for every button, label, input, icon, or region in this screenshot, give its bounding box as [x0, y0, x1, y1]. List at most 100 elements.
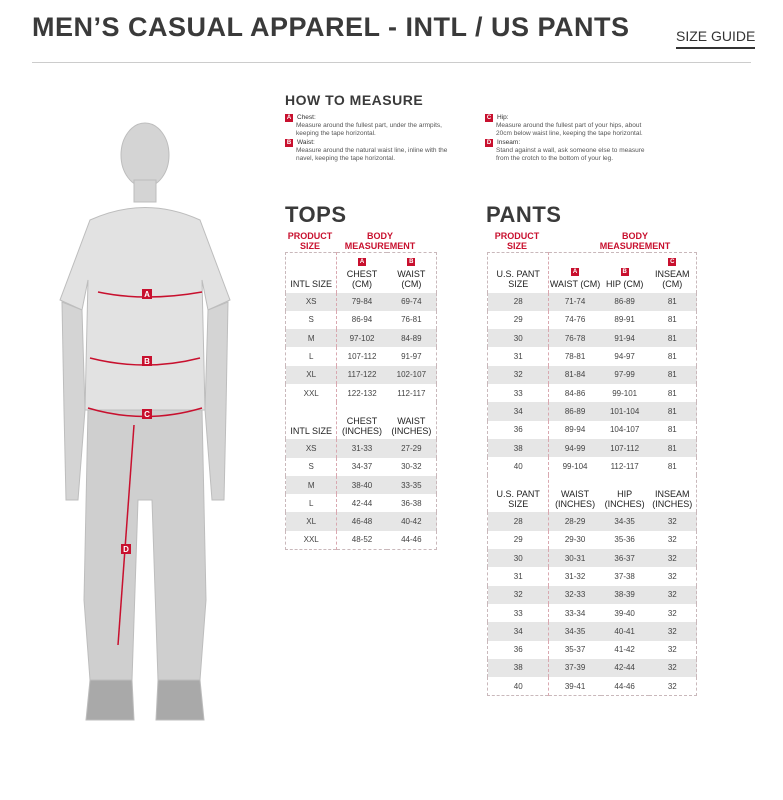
value-cell: 29-30	[549, 531, 601, 549]
size-cell: 33	[487, 383, 550, 403]
table-row: 34 86-89 101-104 81	[487, 402, 697, 421]
value-cell: WAIST (INCHES)	[549, 475, 601, 512]
value-cell: 39-40	[601, 604, 649, 622]
table-row: 40 39-41 44-46 32	[487, 677, 697, 696]
header-divider	[32, 62, 751, 63]
cell-text: 39-40	[614, 608, 635, 618]
value-cell: 97-99	[600, 365, 649, 384]
value-cell: 81	[648, 365, 697, 384]
value-cell: 91-94	[600, 329, 649, 348]
cell-text: CHEST (CM)	[346, 268, 378, 289]
value-cell: 34-37	[337, 458, 387, 476]
cell-text: 86-94	[351, 315, 373, 325]
value-cell: 32	[649, 531, 697, 549]
value-cell: 37-39	[548, 658, 601, 678]
value-cell: 74-76	[549, 311, 601, 329]
value-cell: 81	[649, 384, 697, 402]
table-row: 30 30-31 36-37 32	[487, 549, 697, 568]
size-cell: 40	[487, 677, 550, 696]
cell-text: XXL	[303, 388, 319, 398]
tops-product-size: PRODUCT SIZE	[287, 231, 333, 251]
cell-text: 32-33	[564, 590, 586, 600]
value-cell: 84-89	[386, 329, 437, 348]
cell-text: 32	[667, 663, 677, 673]
value-cell: 40-42	[386, 512, 437, 531]
value-cell: 38-39	[600, 585, 649, 604]
value-cell: 44-46	[601, 677, 649, 695]
cell-text: 41-42	[614, 645, 635, 655]
size-cell: 31	[487, 567, 550, 586]
cell-text: 99-104	[562, 461, 588, 471]
cell-text: 112-117	[610, 461, 639, 471]
cell-text: 33	[513, 388, 523, 398]
cell-text: 81	[667, 406, 677, 416]
cell-text: XS	[305, 297, 317, 307]
badge-d: D	[485, 139, 493, 147]
badge-b: B	[285, 139, 293, 147]
cell-text: 81	[667, 388, 677, 398]
cell-text: 122-132	[347, 388, 377, 398]
cell-text: 91-94	[614, 333, 635, 343]
cell-text: XL	[306, 370, 317, 380]
cell-text: CHEST (INCHES)	[342, 416, 383, 437]
cell-text: 36	[513, 425, 523, 435]
size-cell: 33	[487, 603, 550, 623]
cell-text: 31	[513, 572, 523, 581]
item-text: Stand against a wall, ask someone else t…	[496, 147, 645, 162]
value-cell: 94-97	[601, 347, 649, 365]
badge: A	[571, 267, 580, 276]
size-cell: U.S. PANT SIZE	[487, 252, 550, 293]
table-row: M 97-102 84-89	[285, 329, 437, 348]
cell-text: 32	[667, 681, 677, 691]
cell-text: 36-38	[401, 498, 422, 508]
cell-text: 29	[513, 315, 523, 325]
marker-d: D	[123, 545, 129, 554]
cell-text: 31-32	[564, 572, 586, 581]
value-cell: 81	[649, 347, 697, 365]
cell-text: 32	[667, 553, 677, 563]
value-cell: 117-122	[336, 365, 387, 384]
size-cell: 38	[487, 658, 550, 678]
value-cell: 89-91	[601, 311, 649, 329]
cell-text: 29	[513, 535, 523, 545]
cell-text: 79-84	[351, 297, 373, 307]
size-cell: XXL	[285, 383, 338, 403]
cell-text: 81	[667, 333, 677, 343]
right-arm	[204, 301, 229, 501]
value-cell: 102-107	[386, 365, 437, 384]
cell-text: 28	[513, 297, 523, 307]
measure-hip: C Hip: Measure around the fullest part of …	[485, 114, 655, 138]
value-cell: 38-40	[336, 475, 387, 495]
cell-text: HIP (INCHES)	[604, 489, 645, 510]
cell-text: XXL	[303, 535, 319, 545]
value-cell: A CHEST (CM)	[337, 253, 387, 293]
cell-text: HIP (CM)	[605, 278, 644, 289]
measure-waist: B Waist: Measure around the natural waist …	[285, 139, 455, 163]
cell-text: 107-112	[610, 443, 640, 453]
cell-text: WAIST (INCHES)	[555, 489, 596, 510]
value-cell: 78-81	[549, 347, 601, 365]
inseam-line	[117, 424, 135, 646]
pants-body-measurement: BODY MEASUREMENT	[599, 231, 671, 251]
value-cell: 32	[648, 658, 697, 678]
value-cell: 71-74	[548, 292, 601, 311]
item-label: Hip:	[497, 114, 509, 121]
value-cell: 81	[648, 329, 697, 348]
item-label: Chest:	[297, 114, 316, 121]
right-shoe	[155, 679, 205, 721]
cell-text: 76-78	[564, 333, 586, 343]
value-cell: B WAIST (CM)	[387, 253, 437, 293]
item-text: Measure around the fullest part of your …	[496, 122, 643, 137]
cell-text: 94-99	[564, 443, 586, 453]
pants	[83, 409, 207, 681]
table-row: L 107-112 91-97	[285, 347, 437, 366]
cell-text: 34	[513, 626, 523, 636]
value-cell: 91-97	[387, 347, 437, 365]
tops-title: TOPS	[285, 202, 347, 227]
size-cell: U.S. PANT SIZE	[487, 475, 550, 513]
cell-text: 31	[513, 352, 523, 362]
cell-text: 46-48	[351, 517, 373, 527]
value-cell: 107-112	[600, 438, 649, 458]
size-cell: XS	[285, 292, 338, 311]
value-cell: 86-89	[548, 402, 601, 421]
